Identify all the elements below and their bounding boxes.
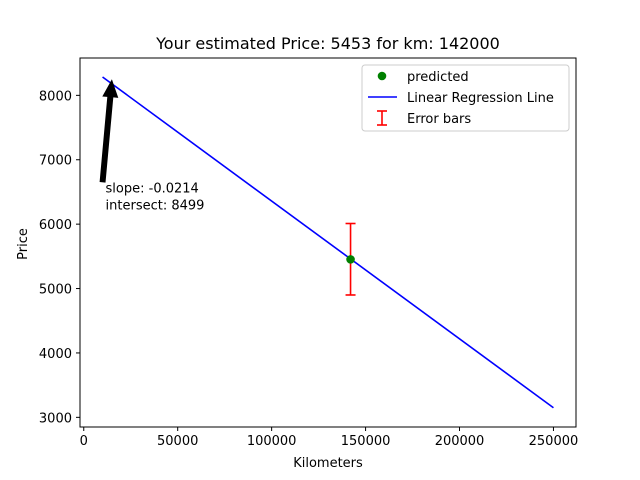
- y-tick-label: 7000: [39, 154, 72, 169]
- plot-frame: [79, 57, 577, 428]
- axes: 0 50000 100000 150000 200000 250000 3000 4000 50…: [39, 57, 579, 449]
- y-tick-label: 5000: [39, 283, 72, 298]
- plot-area: [102, 76, 554, 409]
- legend-predicted-label: predicted: [407, 70, 469, 85]
- x-tick-label: 50000: [157, 434, 198, 449]
- x-tick-label: 150000: [341, 434, 391, 449]
- legend-errorbar-label: Error bars: [407, 112, 471, 127]
- y-tick-label: 8000: [39, 89, 72, 104]
- legend-box: [361, 64, 570, 132]
- y-tick-label: 3000: [39, 411, 72, 426]
- y-tick-label: 6000: [39, 218, 72, 233]
- legend: predicted Linear Regression Line Error bar…: [361, 64, 570, 132]
- legend-line-label: Linear Regression Line: [407, 91, 554, 106]
- predicted-point: [346, 255, 355, 264]
- legend-predicted-marker: [377, 71, 387, 81]
- annotation-slope-text: slope: -0.0214: [106, 181, 199, 196]
- x-tick-label: 100000: [247, 434, 297, 449]
- y-tick-label: 4000: [39, 347, 72, 362]
- x-tick-label: 250000: [529, 434, 579, 449]
- x-tick-label: 200000: [435, 434, 485, 449]
- y-axis-label: Price: [16, 228, 31, 260]
- regression-line: [102, 76, 554, 409]
- x-axis-label: Kilometers: [293, 456, 363, 471]
- annotation: slope: -0.0214 intersect: 8499: [99, 79, 205, 213]
- chart-title: Your estimated Price: 5453 for km: 14200…: [155, 34, 500, 53]
- annotation-intersect-text: intersect: 8499: [106, 198, 205, 213]
- annotation-arrow: [99, 79, 119, 183]
- x-tick-label: 0: [80, 434, 88, 449]
